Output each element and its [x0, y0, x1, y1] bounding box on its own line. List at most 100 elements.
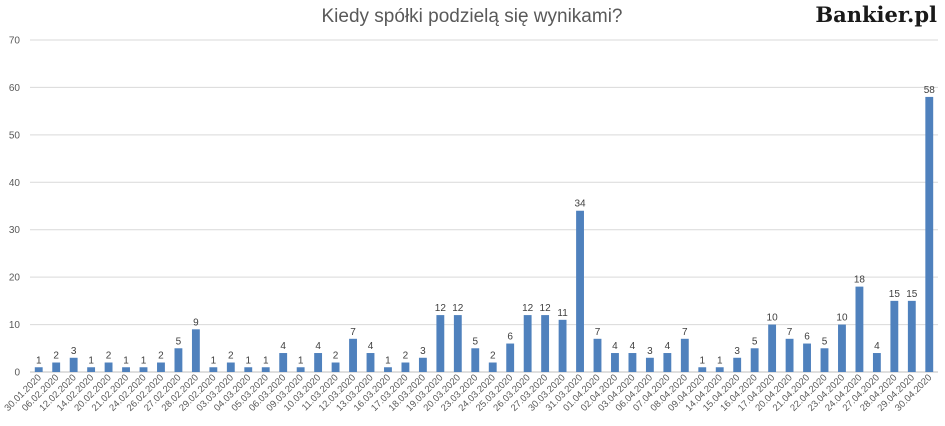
bar: [122, 367, 130, 372]
data-label: 12: [435, 303, 447, 314]
data-label: 5: [822, 336, 828, 347]
data-label: 12: [522, 303, 534, 314]
bar: [785, 338, 794, 372]
bar: [366, 353, 375, 372]
bar: [680, 338, 689, 372]
bar: [558, 319, 567, 372]
data-label: 6: [507, 332, 513, 343]
bars: [34, 96, 934, 373]
data-label: 4: [315, 341, 321, 352]
bar: [733, 357, 742, 372]
bar: [331, 362, 340, 372]
bar: [663, 353, 672, 372]
data-label: 2: [106, 351, 112, 362]
data-label: 7: [350, 327, 356, 338]
bar: [139, 367, 148, 372]
data-label: 3: [647, 346, 653, 357]
bar: [401, 362, 410, 372]
data-label: 34: [574, 199, 586, 210]
bar: [436, 315, 445, 372]
bar: [576, 210, 584, 372]
data-label: 1: [36, 355, 42, 366]
bankier-logo: Bankier.pl: [815, 2, 937, 27]
data-label: 10: [767, 313, 779, 324]
data-label: 1: [245, 355, 251, 366]
data-label: 3: [734, 346, 740, 357]
data-label: 1: [385, 355, 391, 366]
bar: [209, 367, 218, 372]
data-label: 2: [158, 351, 164, 362]
bar: [87, 367, 96, 372]
bar: [611, 353, 619, 372]
bar: [191, 329, 200, 372]
data-label: 5: [176, 336, 182, 347]
data-label: 4: [612, 341, 618, 352]
x-axis: 30.01.202006.02.202012.02.202014.02.2020…: [2, 372, 934, 413]
gridlines: [30, 39, 938, 373]
data-label: 11: [557, 308, 568, 319]
bar: [314, 353, 323, 372]
y-axis: 0 10 20 30 40 50 60 70: [9, 36, 21, 379]
bar: [69, 357, 78, 372]
data-label: 7: [787, 327, 793, 338]
bar: [907, 300, 916, 372]
data-label: 2: [228, 351, 234, 362]
data-label: 58: [924, 85, 936, 96]
data-label: 4: [665, 341, 671, 352]
data-label: 5: [752, 336, 758, 347]
data-label: 1: [88, 355, 94, 366]
bar: [226, 362, 235, 372]
data-label: 9: [193, 317, 199, 328]
data-label: 2: [333, 351, 339, 362]
bar: [628, 353, 637, 372]
data-label: 2: [53, 351, 59, 362]
bar: [698, 367, 707, 372]
bar: [488, 362, 497, 372]
y-tick-label: 50: [9, 130, 21, 141]
chart-title: Kiedy spółki podzielą się wynikami?: [322, 6, 623, 27]
bar: [872, 353, 881, 372]
bar: [925, 96, 934, 373]
data-label: 1: [263, 355, 269, 366]
bar: [471, 348, 480, 372]
data-label: 15: [889, 289, 901, 300]
data-label: 4: [874, 341, 880, 352]
bar: [104, 362, 113, 372]
bar: [803, 343, 811, 372]
bar: [279, 353, 288, 372]
data-label: 15: [906, 289, 918, 300]
bar: [855, 286, 864, 372]
data-label: 2: [403, 351, 409, 362]
bar: [261, 367, 270, 372]
data-label: 4: [630, 341, 636, 352]
y-tick-label: 40: [9, 178, 21, 189]
bar: [838, 324, 846, 372]
y-tick-label: 60: [9, 83, 21, 94]
bar: [890, 300, 899, 372]
y-tick-label: 0: [14, 368, 20, 379]
y-tick-label: 70: [9, 36, 21, 47]
bar: [541, 315, 550, 372]
bar: [52, 362, 61, 372]
data-label: 12: [452, 303, 464, 314]
data-label: 1: [699, 355, 705, 366]
data-label: 1: [141, 355, 147, 366]
y-tick-label: 10: [9, 320, 21, 331]
data-label: 4: [280, 341, 286, 352]
bar: [174, 348, 183, 372]
bar: [34, 367, 43, 372]
data-label: 10: [836, 313, 848, 324]
bar: [296, 367, 305, 372]
y-tick-label: 20: [9, 273, 21, 284]
bar: [820, 348, 829, 372]
bar: [523, 315, 532, 372]
data-label: 1: [211, 355, 217, 366]
data-label: 6: [804, 332, 810, 343]
bar: [768, 324, 777, 372]
bar: [418, 357, 427, 372]
data-label: 3: [420, 346, 426, 357]
bar: [715, 367, 724, 372]
bar: [750, 348, 759, 372]
